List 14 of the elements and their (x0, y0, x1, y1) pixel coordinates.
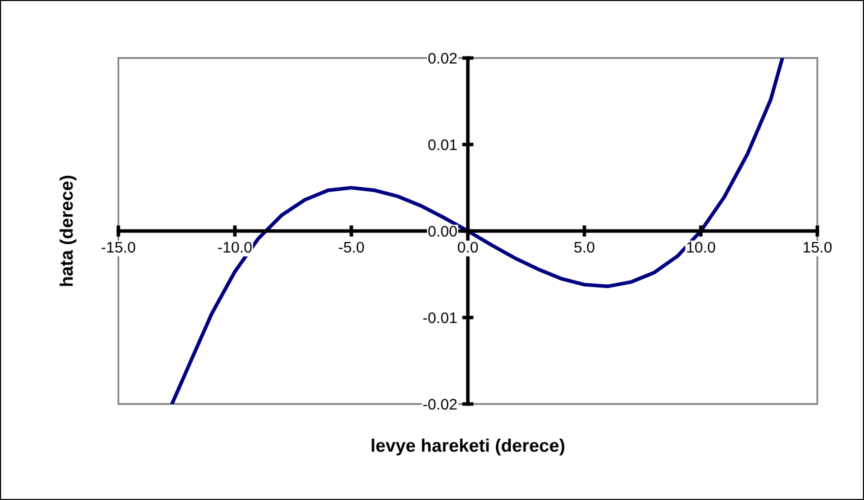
x-tick-label: 10.0 (687, 242, 716, 253)
y-tick-label: 0.01 (428, 139, 457, 150)
y-tick-label: 0.02 (428, 52, 457, 64)
y-tick-label: -0.02 (423, 398, 457, 410)
y-axis-title: hata (derece) (60, 176, 76, 286)
x-axis-title: levye hareketi (derece) (372, 438, 564, 456)
x-tick-label: 0.0 (458, 242, 478, 253)
x-tick-label: -15.0 (102, 242, 136, 253)
y-tick-label: -0.01 (423, 312, 457, 324)
x-tick-label: -10.0 (218, 242, 252, 253)
y-tick-label: 0.00 (428, 226, 457, 237)
x-tick-label: -5.0 (338, 242, 364, 253)
x-tick-label: 15.0 (804, 242, 832, 253)
x-tick-label: 5.0 (574, 242, 594, 253)
